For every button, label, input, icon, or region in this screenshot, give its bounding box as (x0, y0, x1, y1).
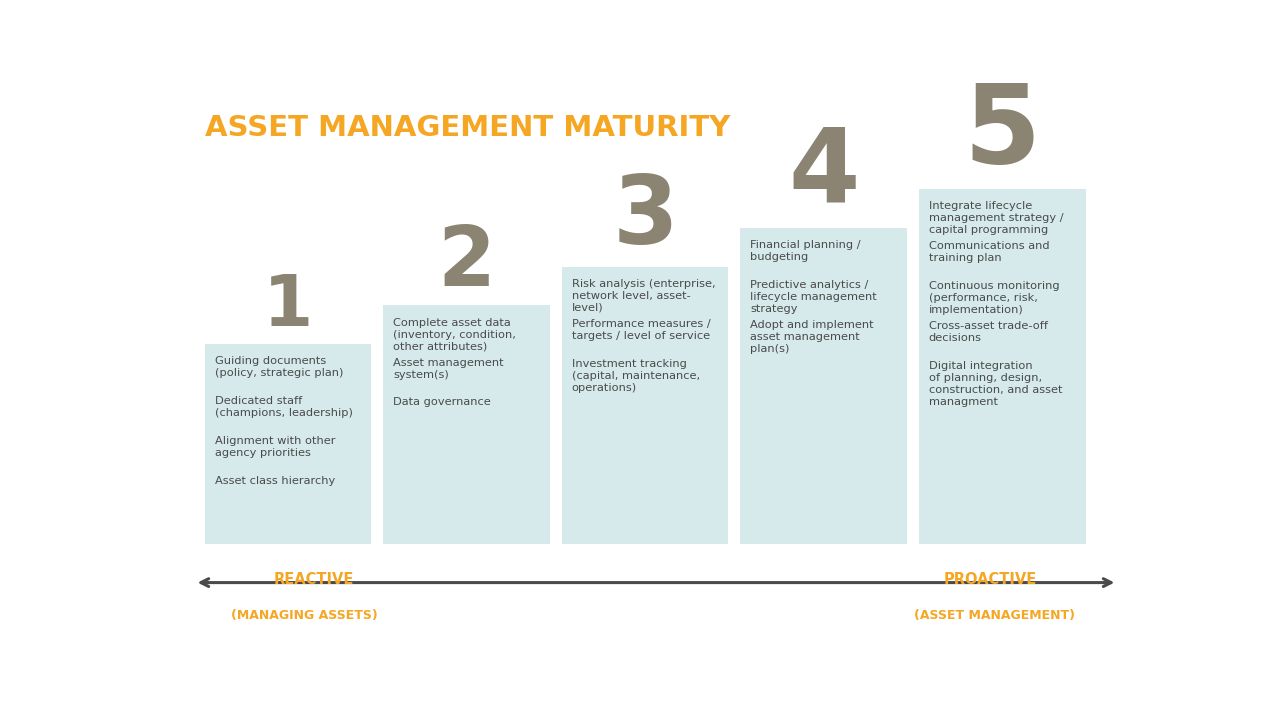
Text: Adopt and implement
asset management
plan(s): Adopt and implement asset management pla… (750, 320, 874, 354)
Text: Risk analysis (enterprise,
network level, asset-
level): Risk analysis (enterprise, network level… (572, 279, 716, 312)
FancyBboxPatch shape (740, 228, 908, 544)
Text: Data governance: Data governance (393, 397, 490, 408)
Text: Integrate lifecycle
management strategy /
capital programming: Integrate lifecycle management strategy … (929, 201, 1064, 235)
Text: Guiding documents
(policy, strategic plan): Guiding documents (policy, strategic pla… (215, 356, 343, 379)
Text: 5: 5 (964, 79, 1041, 186)
Text: Investment tracking
(capital, maintenance,
operations): Investment tracking (capital, maintenanc… (572, 359, 700, 392)
Text: Digital integration
of planning, design,
construction, and asset
managment: Digital integration of planning, design,… (929, 361, 1062, 407)
Text: Continuous monitoring
(performance, risk,
implementation): Continuous monitoring (performance, risk… (929, 281, 1060, 315)
Text: Performance measures /
targets / level of service: Performance measures / targets / level o… (572, 319, 710, 341)
Text: Asset management
system(s): Asset management system(s) (393, 358, 504, 379)
Text: 1: 1 (262, 272, 314, 341)
Text: (ASSET MANAGEMENT): (ASSET MANAGEMENT) (914, 609, 1075, 622)
Text: Alignment with other
agency priorities: Alignment with other agency priorities (215, 436, 335, 458)
Text: Communications and
training plan: Communications and training plan (929, 241, 1050, 263)
Text: Predictive analytics /
lifecycle management
strategy: Predictive analytics / lifecycle managem… (750, 280, 877, 314)
Text: 4: 4 (788, 124, 859, 225)
Text: PROACTIVE: PROACTIVE (943, 572, 1037, 588)
Text: Cross-asset trade-off
decisions: Cross-asset trade-off decisions (929, 321, 1048, 343)
Text: Financial planning /
budgeting: Financial planning / budgeting (750, 240, 861, 262)
Text: Dedicated staff
(champions, leadership): Dedicated staff (champions, leadership) (215, 396, 352, 418)
FancyBboxPatch shape (919, 189, 1085, 544)
Text: REACTIVE: REACTIVE (274, 572, 355, 588)
FancyBboxPatch shape (383, 305, 550, 544)
FancyBboxPatch shape (205, 344, 371, 544)
FancyBboxPatch shape (562, 266, 728, 544)
Text: ASSET MANAGEMENT MATURITY: ASSET MANAGEMENT MATURITY (205, 114, 730, 142)
Text: 3: 3 (612, 172, 678, 264)
Text: (MANAGING ASSETS): (MANAGING ASSETS) (232, 609, 378, 622)
Text: 2: 2 (438, 222, 495, 302)
Text: Complete asset data
(inventory, condition,
other attributes): Complete asset data (inventory, conditio… (393, 318, 516, 351)
Text: Asset class hierarchy: Asset class hierarchy (215, 476, 335, 486)
